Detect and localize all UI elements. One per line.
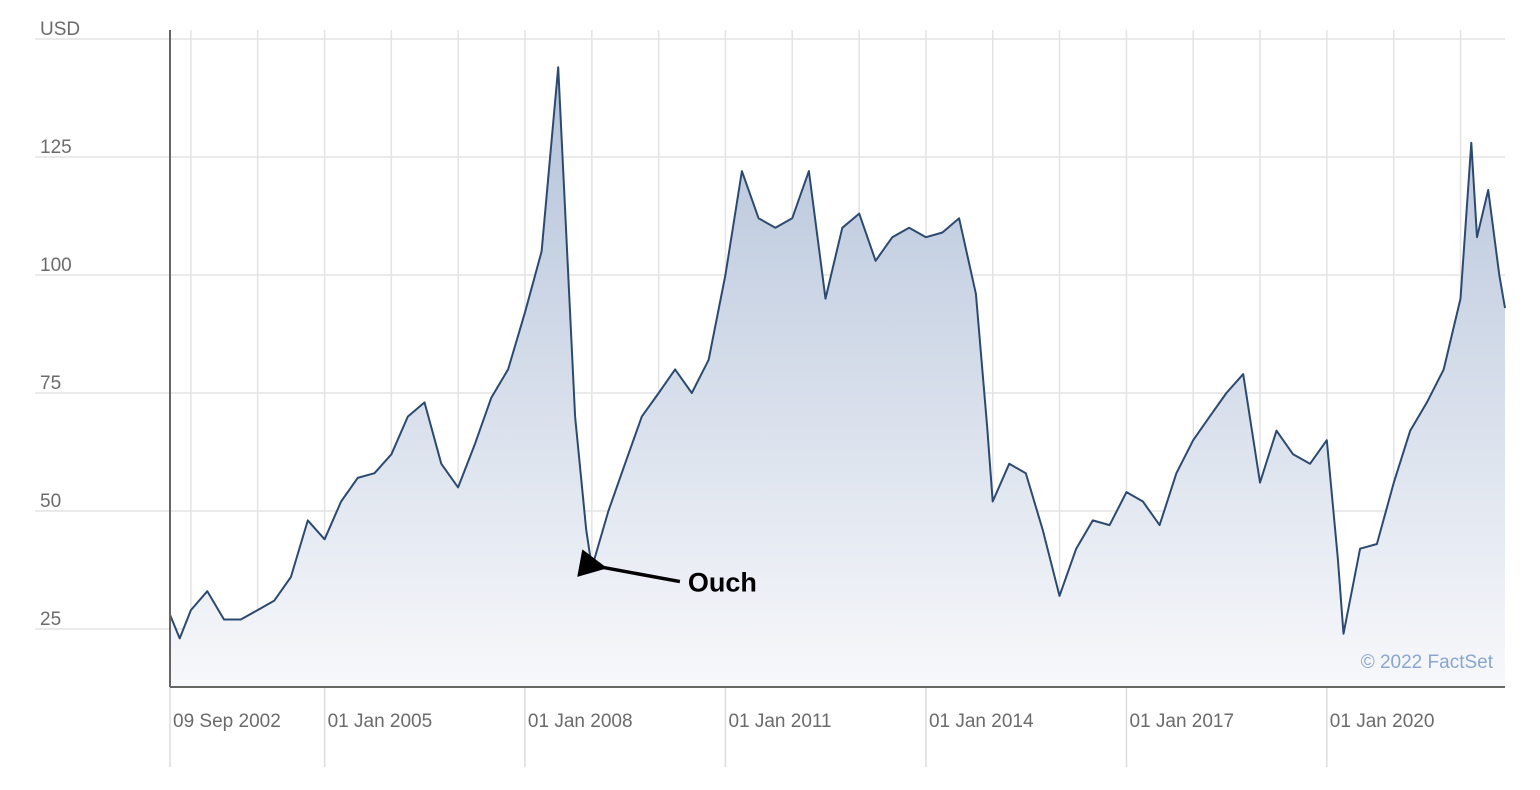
y-tick-label: 50 bbox=[40, 491, 61, 512]
annotation-text: Ouch bbox=[688, 568, 757, 598]
x-tick-label: 01 Jan 2020 bbox=[1330, 711, 1435, 732]
x-tick-label: 01 Jan 2011 bbox=[728, 711, 831, 732]
credit: © 2022 FactSet bbox=[1361, 652, 1494, 673]
x-tick-label: 01 Jan 2005 bbox=[328, 711, 433, 732]
annotation-arrow bbox=[577, 549, 681, 584]
area-fill bbox=[170, 67, 1505, 688]
y-tick-label: USD bbox=[40, 19, 80, 40]
x-tick-label: 01 Jan 2014 bbox=[929, 711, 1034, 732]
y-tick-label: 125 bbox=[40, 137, 72, 158]
y-tick-label: 25 bbox=[40, 609, 61, 630]
price-line bbox=[169, 66, 1506, 640]
x-tick-label: 01 Jan 2017 bbox=[1129, 711, 1234, 732]
x-tick-label: 01 Jan 2008 bbox=[528, 711, 633, 732]
y-tick-label: 75 bbox=[40, 373, 61, 394]
y-tick-label: 100 bbox=[40, 255, 72, 276]
x-tick-label: 09 Sep 2002 bbox=[173, 711, 281, 732]
